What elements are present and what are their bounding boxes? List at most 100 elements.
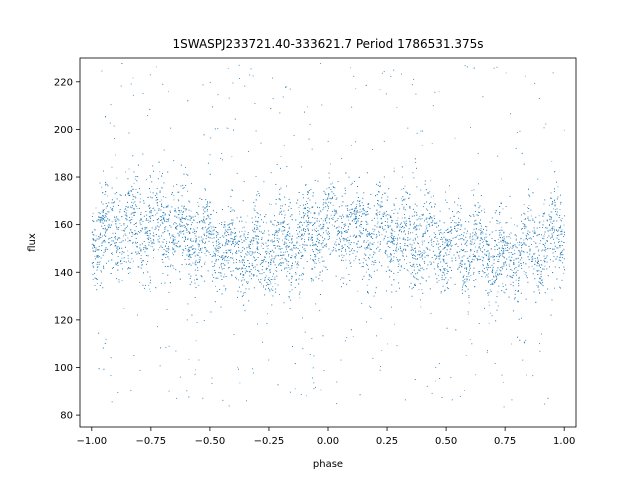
data-point [559,240,560,242]
data-point [373,242,375,243]
data-point [410,253,412,255]
data-point [257,222,259,224]
data-point [186,249,188,251]
data-point [350,261,352,263]
data-point [211,234,213,236]
data-point [547,230,549,232]
data-point [466,280,468,282]
data-point [119,222,121,224]
data-point [152,246,153,248]
data-point [174,208,176,210]
data-point [425,225,427,227]
data-point [422,242,424,244]
data-point [267,313,268,315]
data-point [192,262,194,264]
data-point [309,208,311,210]
data-point [515,238,517,240]
data-point [376,215,378,217]
data-point [149,216,151,218]
data-point [367,240,369,242]
data-point [121,257,123,259]
data-point [221,243,223,245]
data-point [553,226,555,228]
data-point [159,237,161,239]
data-point [441,266,443,267]
data-point [452,215,454,217]
data-point [121,263,123,264]
data-point [306,216,308,218]
data-point [287,247,289,249]
data-point [491,278,493,280]
data-point [450,243,451,245]
data-point [269,268,271,270]
data-point [478,221,480,223]
data-point [192,216,194,218]
data-point [361,210,363,212]
data-point [176,242,178,244]
data-point [269,256,271,258]
data-point [350,223,351,225]
data-point [524,75,526,77]
data-point [268,245,269,247]
data-point [523,239,525,241]
data-point [329,163,331,165]
data-point [154,214,156,216]
data-point [360,221,362,223]
data-point [474,255,475,256]
data-point [426,255,428,257]
data-point [168,258,170,260]
data-point [139,198,141,200]
data-point [548,204,550,206]
data-point [354,220,356,222]
data-point [93,228,95,230]
data-point [304,248,306,250]
data-point [190,238,192,239]
data-point [346,253,348,255]
data-point [148,237,150,239]
data-point [197,248,199,250]
data-point [202,228,204,230]
data-point [397,223,399,225]
data-point [237,366,239,368]
data-point [515,279,517,281]
data-point [468,302,470,304]
data-point [541,263,543,265]
data-point [331,224,333,226]
data-point [236,235,238,237]
data-point [270,204,272,205]
data-point [260,245,262,247]
data-point [471,189,473,191]
data-point [514,224,516,226]
data-point [135,189,137,190]
data-point [544,250,546,252]
data-point [379,89,381,91]
data-point [132,233,134,235]
data-point [447,228,449,230]
data-point [421,240,423,242]
data-point [449,267,451,269]
data-point [211,227,213,229]
data-point [125,234,127,236]
data-point [236,268,238,270]
data-point [394,208,396,210]
data-point [146,238,148,240]
data-point [377,211,379,213]
data-point [446,268,448,270]
data-point [543,258,545,260]
data-point [539,242,541,244]
data-point [287,271,289,272]
data-point [105,207,107,209]
data-point [456,212,458,214]
data-point [116,262,118,264]
data-point [393,253,395,255]
data-point [447,245,449,247]
data-point [100,219,102,221]
data-point [458,224,460,226]
data-point [142,228,143,230]
data-point [471,239,473,241]
data-point [159,247,161,249]
data-point [172,242,174,244]
data-point [124,195,126,197]
data-point [165,225,167,227]
data-point [322,223,324,225]
